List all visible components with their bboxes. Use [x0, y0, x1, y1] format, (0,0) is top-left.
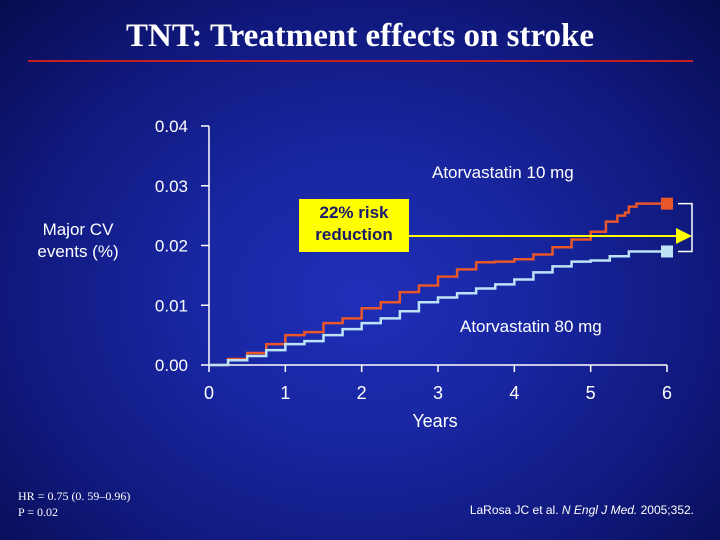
line-atorvastatin-10mg: [209, 202, 667, 367]
series-label-atorvastatin-80: Atorvastatin 80 mg: [460, 317, 602, 336]
x-tick-label: 5: [586, 383, 596, 403]
y-tick-label: 0.00: [155, 356, 188, 375]
x-tick-label: 4: [509, 383, 519, 403]
callout-line1: 22% risk: [319, 203, 389, 222]
statistics-footnote: HR = 0.75 (0. 59–0.96) P = 0.02: [18, 488, 130, 520]
citation: LaRosa JC et al. N Engl J Med. 2005;352.: [470, 503, 694, 517]
end-marker-80mg: [661, 245, 673, 258]
series-lines: [209, 202, 667, 367]
difference-bracket: [678, 202, 693, 253]
y-axis-label-line1: Major CV: [42, 220, 114, 239]
x-tick-label: 1: [280, 383, 290, 403]
y-tick-label: 0.02: [155, 237, 188, 256]
x-tick-label: 0: [204, 383, 214, 403]
x-tick-label: 2: [357, 383, 367, 403]
citation-authors: LaRosa JC et al.: [469, 503, 559, 517]
x-axis-label: Years: [412, 411, 458, 431]
citation-year: 2005;352.: [640, 503, 694, 517]
y-axis-label: Major CV events (%): [18, 219, 138, 263]
callout-line2: reduction: [315, 225, 393, 244]
y-tick-label: 0.04: [155, 117, 188, 136]
title-divider: [28, 60, 693, 62]
y-axis-label-line2: events (%): [37, 242, 119, 261]
arrow-head: [676, 227, 692, 244]
series-label-atorvastatin-10: Atorvastatin 10 mg: [432, 163, 574, 182]
tick-labels: 0.00 0.01 0.02 0.03 0.04 0 1 2 3 4 5 6: [155, 117, 672, 403]
risk-reduction-callout: 22% risk reduction: [299, 199, 409, 252]
chart-axes: [201, 125, 668, 372]
x-tick-label: 6: [662, 383, 672, 403]
slide-title: TNT: Treatment effects on stroke: [125, 18, 594, 54]
citation-journal: N Engl J Med.: [561, 503, 638, 517]
line-atorvastatin-80mg: [209, 250, 667, 367]
y-tick-label: 0.01: [155, 296, 188, 315]
hazard-ratio: HR = 0.75 (0. 59–0.96): [18, 489, 131, 503]
x-tick-label: 3: [433, 383, 443, 403]
p-value: P = 0.02: [18, 505, 58, 519]
series-end-markers: [661, 197, 673, 258]
reduction-arrow: [409, 202, 693, 253]
end-marker-10mg: [661, 197, 673, 210]
y-tick-label: 0.03: [155, 177, 188, 196]
